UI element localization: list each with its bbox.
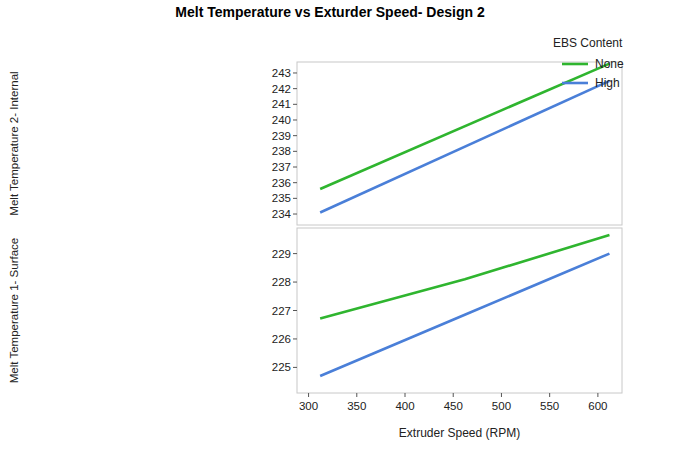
y-tick-label: 243 <box>272 67 291 79</box>
y-tick <box>293 282 297 283</box>
series-line <box>320 254 609 376</box>
y-tick <box>293 104 297 105</box>
x-tick-label: 600 <box>588 400 607 412</box>
y-tick-label: 241 <box>272 98 291 110</box>
x-tick <box>405 393 406 397</box>
chart-root: Melt Temperature vs Exturder Speed- Desi… <box>0 0 680 455</box>
chart-title: Melt Temperature vs Exturder Speed- Desi… <box>175 4 485 20</box>
x-tick <box>597 393 598 397</box>
y-tick-label: 239 <box>272 130 291 142</box>
y-tick-label: 234 <box>272 208 292 220</box>
legend-label: None <box>595 57 624 71</box>
x-tick-label: 400 <box>395 400 414 412</box>
plot-area <box>320 64 609 213</box>
series-line <box>320 81 609 213</box>
y-tick-label: 236 <box>272 177 291 189</box>
y-tick-label: 240 <box>272 114 291 126</box>
legend-swatch <box>562 82 588 85</box>
x-tick-label: 350 <box>347 400 366 412</box>
y-tick <box>293 119 297 120</box>
y-tick-label: 235 <box>272 192 291 204</box>
x-tick-label: 550 <box>540 400 559 412</box>
y-tick-label: 229 <box>272 248 291 260</box>
y-tick-label: 237 <box>272 161 291 173</box>
y-tick-label: 228 <box>272 276 291 288</box>
series-line <box>320 235 609 318</box>
x-tick <box>549 393 550 397</box>
y-tick <box>293 310 297 311</box>
y-tick-label: 238 <box>272 145 291 157</box>
y-tick <box>293 182 297 183</box>
x-tick <box>356 393 357 397</box>
y-tick <box>293 253 297 254</box>
y-tick <box>293 367 297 368</box>
y-tick <box>293 214 297 215</box>
y-tick-label: 225 <box>272 361 291 373</box>
y-tick <box>293 338 297 339</box>
series-line <box>320 64 609 189</box>
y-tick <box>293 198 297 199</box>
y-tick <box>293 135 297 136</box>
legend-title: EBS Content <box>553 36 623 50</box>
x-tick-label: 300 <box>299 400 318 412</box>
x-tick <box>453 393 454 397</box>
y-tick <box>293 151 297 152</box>
x-tick-label: 500 <box>492 400 511 412</box>
y-tick <box>293 167 297 168</box>
y-tick-label: 227 <box>272 305 291 317</box>
plot-frame <box>297 228 622 393</box>
y-tick <box>293 88 297 89</box>
y-axis-label: Melt Temperature 1- Surface <box>8 238 20 384</box>
plot-frame <box>297 62 622 225</box>
x-tick-label: 450 <box>444 400 463 412</box>
x-tick <box>501 393 502 397</box>
y-tick-label: 226 <box>272 333 291 345</box>
y-tick-label: 242 <box>272 83 291 95</box>
x-tick <box>308 393 309 397</box>
y-tick <box>293 72 297 73</box>
x-axis-label: Extruder Speed (RPM) <box>399 426 520 440</box>
legend-swatch <box>562 63 588 66</box>
legend-label: High <box>595 76 620 90</box>
y-axis-label: Melt Temperature 2- Internal <box>8 71 20 215</box>
plot-area <box>320 235 609 376</box>
